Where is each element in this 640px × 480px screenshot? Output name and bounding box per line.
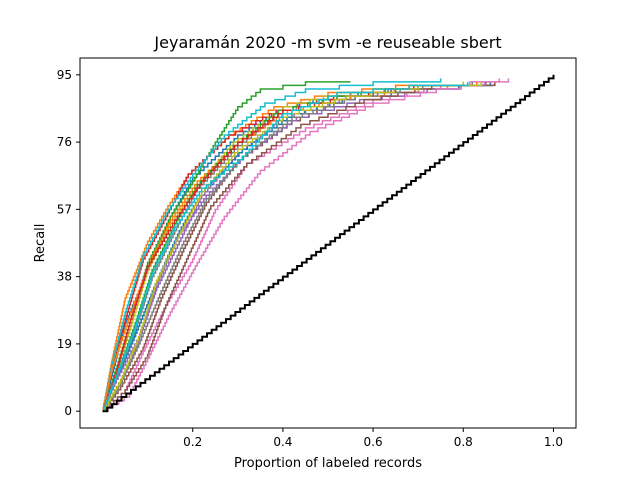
y-tick-label: 0 [64,404,72,418]
recall-run-17 [102,78,510,412]
x-tick-label: 0.6 [364,435,383,449]
recall-run-18 [102,81,487,412]
x-tick-label: 0.2 [183,435,202,449]
recall-run-10 [102,78,442,412]
y-tick-label: 95 [57,68,72,82]
series-layer [102,74,555,413]
recall-run-14 [102,81,483,412]
recall-run-19 [102,81,483,412]
recall-run-7 [102,78,501,412]
x-tick-label: 1.0 [544,435,563,449]
y-tick-label: 76 [57,135,72,149]
x-tick-label: 0.4 [273,435,292,449]
chart-title: Jeyaramán 2020 -m svm -e reuseable sber… [153,33,501,52]
y-tick-label: 19 [57,337,72,351]
x-tick-label: 0.8 [454,435,473,449]
y-tick-label: 57 [57,202,72,216]
x-axis-label: Proportion of labeled records [234,456,422,471]
random-baseline [102,74,555,413]
plot-area [102,74,555,413]
plot-frame [79,57,577,429]
recall-run-20 [102,81,469,412]
x-axis: 0.2 0.4 0.6 0.8 1.0 [183,428,563,449]
y-axis: 0 19 38 57 76 95 [57,68,80,418]
y-tick-label: 38 [57,270,72,284]
y-axis-label: Recall [33,224,48,263]
